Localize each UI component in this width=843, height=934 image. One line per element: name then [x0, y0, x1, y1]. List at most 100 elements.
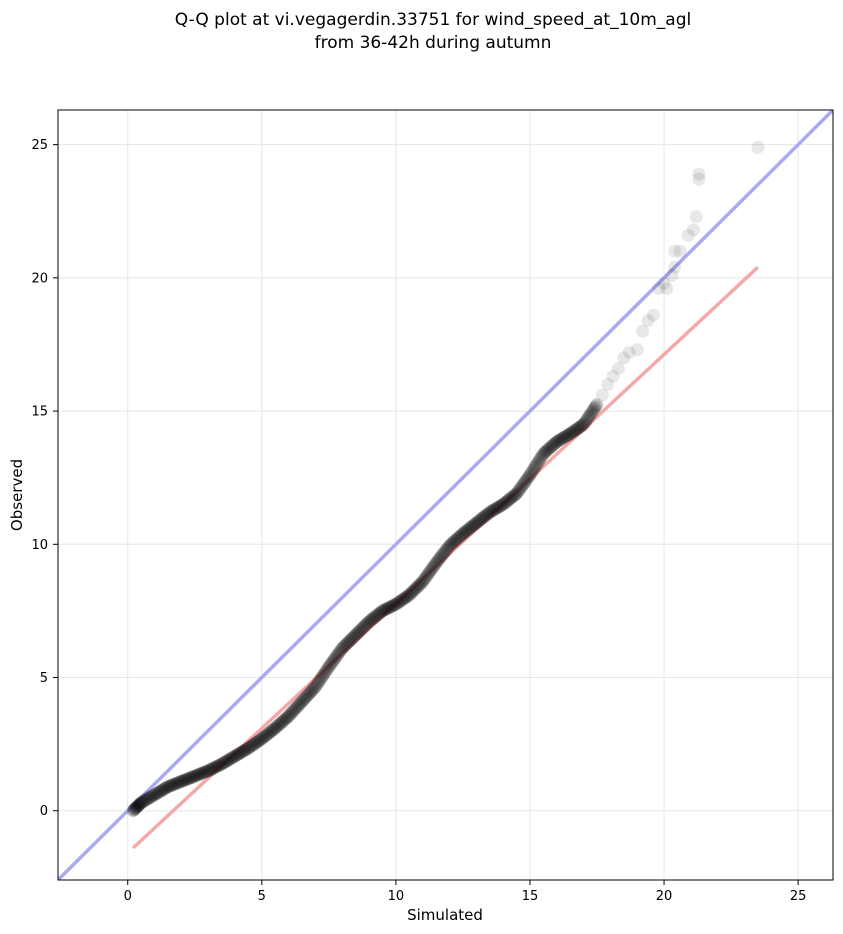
data-point [353, 623, 367, 637]
data-point [270, 719, 284, 733]
data-point [330, 648, 344, 662]
data-point [178, 773, 192, 787]
data-point [547, 437, 561, 451]
data-point [347, 630, 361, 644]
data-point [201, 764, 215, 778]
data-point [355, 621, 369, 635]
data-point [565, 425, 579, 439]
data-point [560, 428, 574, 442]
data-point [228, 749, 242, 763]
data-point [381, 601, 395, 615]
data-point [375, 604, 389, 618]
data-point [310, 677, 324, 691]
data-point [288, 702, 302, 716]
data-point [384, 600, 398, 614]
data-point [150, 786, 164, 800]
data-point [308, 680, 322, 694]
data-point [589, 399, 603, 413]
data-point [391, 596, 405, 610]
data-point [129, 801, 143, 815]
data-point [418, 572, 432, 586]
data-point [451, 531, 465, 545]
tail-data-point [606, 369, 620, 383]
data-point [292, 698, 306, 712]
data-point [147, 788, 161, 802]
data-point [307, 682, 321, 696]
data-point [404, 586, 418, 600]
data-point [412, 578, 426, 592]
data-point [588, 400, 602, 414]
data-point [350, 627, 364, 641]
data-point [459, 524, 473, 538]
data-point [343, 634, 357, 648]
data-point [253, 733, 267, 747]
data-point [306, 683, 320, 697]
data-point [487, 503, 501, 517]
tail-data-point [687, 223, 701, 237]
data-point [461, 523, 475, 537]
y-tick-label: 5 [40, 671, 48, 686]
data-point [299, 690, 313, 704]
data-point [555, 432, 569, 446]
data-point [139, 793, 153, 807]
data-point [315, 670, 329, 684]
data-point [364, 613, 378, 627]
data-point [443, 539, 457, 553]
data-point [160, 780, 174, 794]
data-point [249, 736, 263, 750]
data-point [442, 540, 456, 554]
data-point [255, 732, 269, 746]
data-point [544, 440, 558, 454]
data-point [326, 655, 340, 669]
data-point [352, 624, 366, 638]
data-point [333, 644, 347, 658]
data-point [164, 779, 178, 793]
data-point [389, 597, 403, 611]
data-point [144, 790, 158, 804]
data-point [235, 745, 249, 759]
data-point [534, 451, 548, 465]
data-point [307, 681, 321, 695]
data-point [142, 791, 156, 805]
data-point [460, 524, 474, 538]
data-point [227, 750, 241, 764]
data-point [578, 416, 592, 430]
data-point [395, 593, 409, 607]
plot-frame [57, 109, 834, 881]
data-point [138, 793, 152, 807]
data-point [275, 715, 289, 729]
data-point [563, 427, 577, 441]
data-point [264, 724, 278, 738]
data-point [297, 692, 311, 706]
data-point [236, 745, 250, 759]
data-point [240, 742, 254, 756]
data-point [509, 487, 523, 501]
data-point [508, 488, 522, 502]
tail-data-point [617, 351, 631, 365]
data-point [134, 796, 148, 810]
data-point [351, 626, 365, 640]
data-point [375, 605, 389, 619]
data-point [246, 738, 260, 752]
chart-title-line-1: Q-Q plot at vi.vegagerdin.33751 for wind… [175, 10, 691, 30]
data-point [499, 495, 513, 509]
data-point [179, 773, 193, 787]
data-point [579, 413, 593, 427]
data-point [448, 533, 462, 547]
data-point [250, 735, 264, 749]
data-point [581, 410, 595, 424]
data-point [145, 789, 159, 803]
data-point [367, 611, 381, 625]
data-point [512, 483, 526, 497]
data-point [282, 709, 296, 723]
data-point [528, 460, 542, 474]
data-point [340, 636, 354, 650]
data-point [438, 545, 452, 559]
data-point [455, 527, 469, 541]
data-point [143, 791, 157, 805]
data-point [484, 505, 498, 519]
x-axis-label: Simulated [407, 906, 483, 924]
data-point [380, 602, 394, 616]
data-point [156, 783, 170, 797]
data-point [208, 760, 222, 774]
